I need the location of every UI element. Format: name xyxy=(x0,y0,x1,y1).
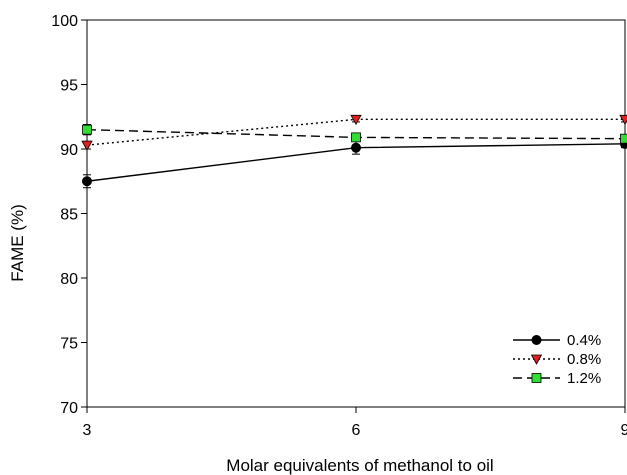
legend-label: 0.4% xyxy=(567,332,601,349)
x-axis-label: Molar equivalents of methanol to oil xyxy=(226,456,493,475)
y-tick-label: 75 xyxy=(60,336,78,353)
data-point xyxy=(81,140,93,151)
y-tick-label: 95 xyxy=(60,78,78,95)
y-axis-label: FAME (%) xyxy=(8,204,27,281)
series-2 xyxy=(82,123,627,144)
legend-item: 0.4% xyxy=(513,332,601,349)
y-tick-label: 90 xyxy=(60,142,78,159)
legend-marker xyxy=(530,354,543,365)
legend-item: 1.2% xyxy=(513,370,601,387)
y-tick-label: 100 xyxy=(51,13,78,30)
series-layer xyxy=(81,114,627,189)
x-tick-label: 9 xyxy=(621,422,627,439)
data-point xyxy=(351,142,361,153)
x-tick-label: 6 xyxy=(352,422,361,439)
y-axis: 70 75 80 85 90 95 100 xyxy=(51,13,87,417)
y-tick-label: 70 xyxy=(60,400,78,417)
data-point xyxy=(620,133,627,144)
legend-label: 0.8% xyxy=(567,351,601,368)
data-point xyxy=(82,124,92,135)
x-axis: 3 6 9 xyxy=(83,407,627,439)
legend: 0.4% 0.8% 1.2% xyxy=(513,332,601,387)
legend-label: 1.2% xyxy=(567,370,601,387)
legend-marker xyxy=(531,373,542,383)
y-tick-label: 80 xyxy=(60,271,78,288)
y-tick-label: 85 xyxy=(60,207,78,224)
data-point xyxy=(350,114,362,126)
x-tick-label: 3 xyxy=(83,422,92,439)
series-0 xyxy=(82,138,627,189)
data-point xyxy=(619,114,627,126)
data-point xyxy=(82,176,92,187)
legend-marker xyxy=(531,335,542,345)
series-1 xyxy=(81,114,627,151)
plot-area xyxy=(86,19,626,408)
data-point xyxy=(351,132,361,143)
legend-item: 0.8% xyxy=(513,351,601,368)
